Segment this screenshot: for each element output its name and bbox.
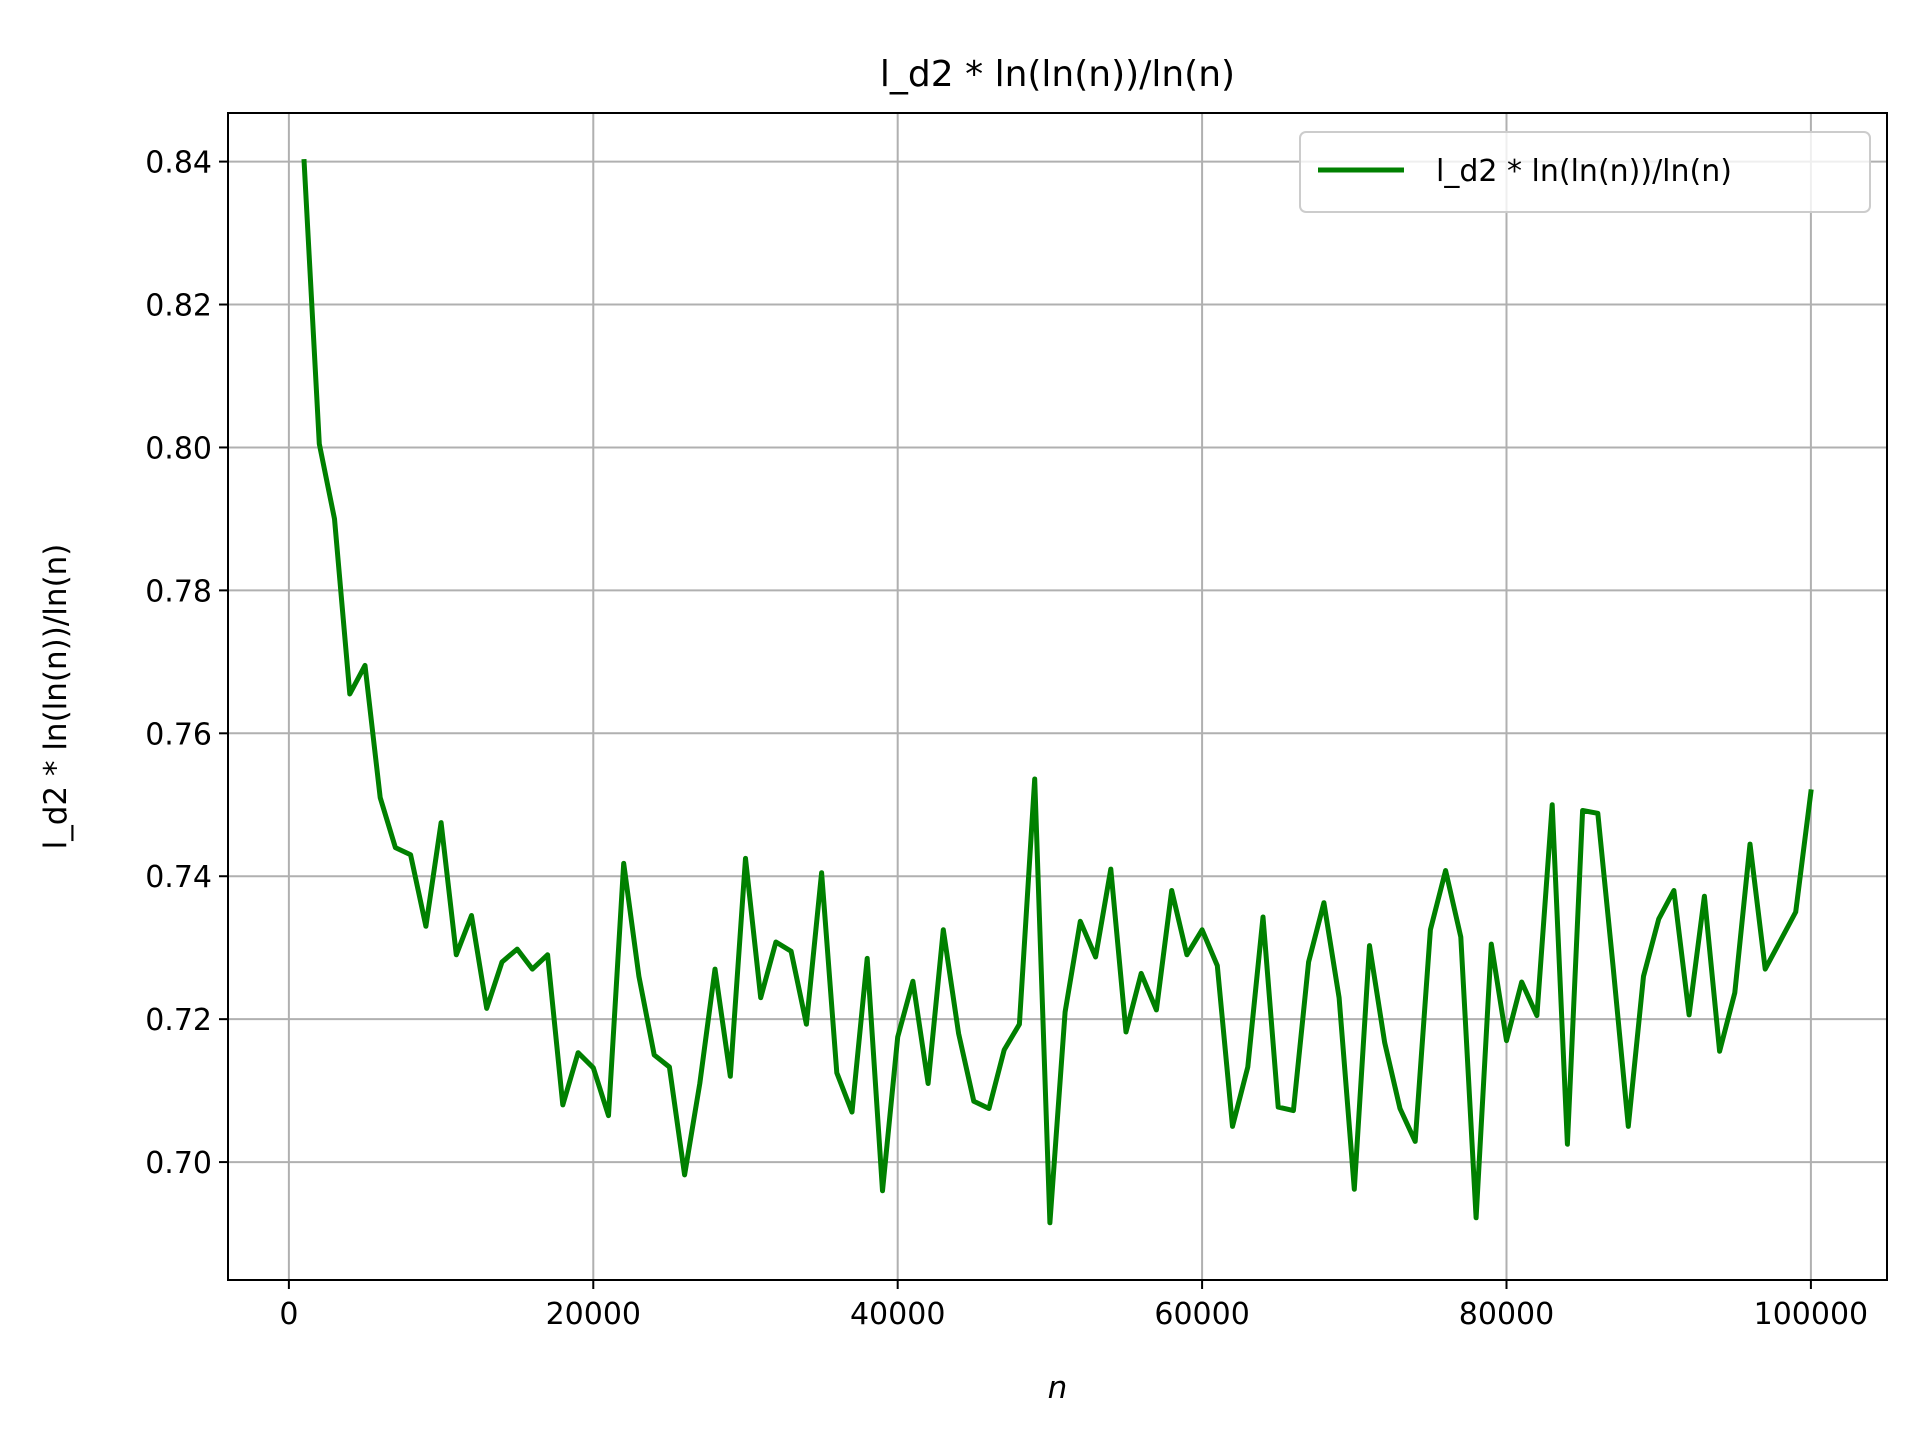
y-tick-label: 0.70	[145, 1146, 212, 1181]
series-layer	[301, 158, 1814, 1226]
y-tick-label: 0.76	[145, 717, 212, 752]
legend-entry-label: l_d2 * ln(ln(n))/ln(n)	[1436, 154, 1732, 189]
x-tick-label: 20000	[546, 1297, 641, 1332]
y-tick-label: 0.80	[145, 431, 212, 466]
y-tick-label: 0.82	[145, 289, 212, 324]
series-line	[301, 158, 1814, 1226]
grid-lines	[228, 113, 1887, 1280]
x-tick-label: 60000	[1154, 1297, 1249, 1332]
x-axis-label: n	[1048, 1370, 1068, 1406]
y-tick-label: 0.78	[145, 574, 212, 609]
x-tick-label: 100000	[1754, 1297, 1869, 1332]
y-tick-label: 0.74	[145, 860, 212, 895]
x-tick-label: 80000	[1459, 1297, 1554, 1332]
legend-box	[1299, 131, 1871, 213]
chart-title: l_d2 * ln(ln(n))/ln(n)	[880, 54, 1235, 95]
axis-ticks: 0 20000 40000 60000 80000 100000 0.70 0.72 0.74 0…	[145, 146, 1868, 1332]
y-tick-label: 0.84	[145, 146, 212, 181]
y-axis-label: l_d2 * ln(ln(n))/ln(n)	[38, 544, 74, 850]
y-tick-label: 0.72	[145, 1003, 212, 1038]
x-tick-label: 0	[279, 1297, 298, 1332]
x-tick-label: 40000	[850, 1297, 945, 1332]
legend: l_d2 * ln(ln(n))/ln(n)	[1299, 131, 1871, 213]
plot-area-frame	[227, 112, 1888, 1281]
